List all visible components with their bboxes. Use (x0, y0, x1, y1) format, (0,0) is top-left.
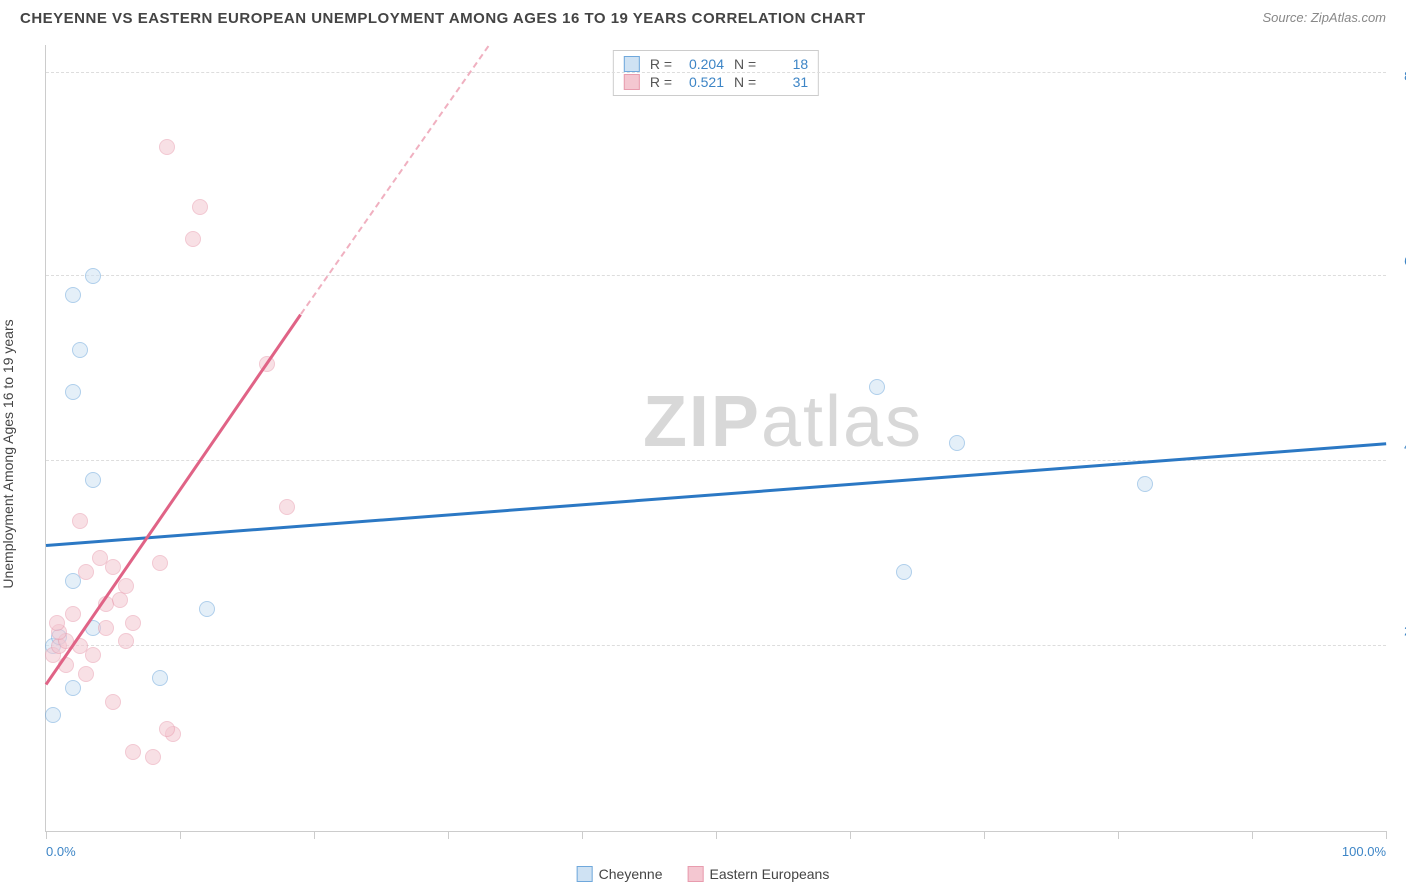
data-point (65, 384, 81, 400)
data-point (152, 555, 168, 571)
eastern-legend-swatch (687, 866, 703, 882)
data-point (72, 513, 88, 529)
data-point (85, 647, 101, 663)
data-point (279, 499, 295, 515)
x-axis-min-label: 0.0% (46, 844, 76, 859)
data-point (65, 606, 81, 622)
data-point (65, 287, 81, 303)
data-point (78, 564, 94, 580)
data-point (896, 564, 912, 580)
eastern-legend-label: Eastern Europeans (709, 866, 829, 882)
source-attribution: Source: ZipAtlas.com (1262, 10, 1386, 25)
legend-item-eastern: Eastern Europeans (687, 866, 829, 882)
cheyenne-legend-label: Cheyenne (599, 866, 663, 882)
data-point (118, 578, 134, 594)
data-point (152, 670, 168, 686)
x-tick (582, 831, 583, 839)
x-tick (984, 831, 985, 839)
x-tick (46, 831, 47, 839)
y-axis-label: Unemployment Among Ages 16 to 19 years (0, 319, 16, 588)
data-point (159, 139, 175, 155)
data-point (112, 592, 128, 608)
bottom-legend: Cheyenne Eastern Europeans (577, 866, 830, 882)
data-point (92, 550, 108, 566)
data-point (1137, 476, 1153, 492)
x-tick (1252, 831, 1253, 839)
data-point (192, 199, 208, 215)
data-point (869, 379, 885, 395)
chart-title: CHEYENNE VS EASTERN EUROPEAN UNEMPLOYMEN… (20, 10, 866, 27)
r-value-eastern: 0.521 (682, 74, 724, 90)
x-tick (180, 831, 181, 839)
watermark-bold: ZIP (643, 382, 761, 462)
data-point (159, 721, 175, 737)
cheyenne-swatch (624, 56, 640, 72)
stats-row-cheyenne: R = 0.204 N = 18 (624, 55, 808, 73)
data-point (185, 231, 201, 247)
data-point (105, 694, 121, 710)
data-point (78, 666, 94, 682)
data-point (85, 472, 101, 488)
cheyenne-legend-swatch (577, 866, 593, 882)
x-tick (1386, 831, 1387, 839)
n-label-1: N = (734, 56, 756, 72)
r-label-2: R = (650, 74, 672, 90)
legend-item-cheyenne: Cheyenne (577, 866, 663, 882)
x-axis-max-label: 100.0% (1342, 844, 1386, 859)
r-value-cheyenne: 0.204 (682, 56, 724, 72)
data-point (72, 342, 88, 358)
watermark-thin: atlas (761, 382, 923, 462)
plot-area: ZIPatlas R = 0.204 N = 18 R = 0.521 N = … (45, 45, 1386, 832)
data-point (145, 749, 161, 765)
stats-box: R = 0.204 N = 18 R = 0.521 N = 31 (613, 50, 819, 96)
gridline (46, 275, 1386, 276)
x-tick (1118, 831, 1119, 839)
data-point (105, 559, 121, 575)
r-label-1: R = (650, 56, 672, 72)
eastern-swatch (624, 74, 640, 90)
trend-line (45, 314, 302, 686)
data-point (199, 601, 215, 617)
x-tick (716, 831, 717, 839)
data-point (98, 620, 114, 636)
data-point (949, 435, 965, 451)
data-point (125, 744, 141, 760)
data-point (118, 633, 134, 649)
trend-line (46, 443, 1386, 548)
gridline (46, 645, 1386, 646)
data-point (125, 615, 141, 631)
n-value-eastern: 31 (766, 74, 808, 90)
x-tick (314, 831, 315, 839)
data-point (85, 268, 101, 284)
chart-container: ZIPatlas R = 0.204 N = 18 R = 0.521 N = … (45, 45, 1386, 832)
n-label-2: N = (734, 74, 756, 90)
data-point (65, 680, 81, 696)
stats-row-eastern: R = 0.521 N = 31 (624, 73, 808, 91)
data-point (49, 615, 65, 631)
data-point (45, 707, 61, 723)
x-tick (850, 831, 851, 839)
x-tick (448, 831, 449, 839)
gridline (46, 72, 1386, 73)
n-value-cheyenne: 18 (766, 56, 808, 72)
